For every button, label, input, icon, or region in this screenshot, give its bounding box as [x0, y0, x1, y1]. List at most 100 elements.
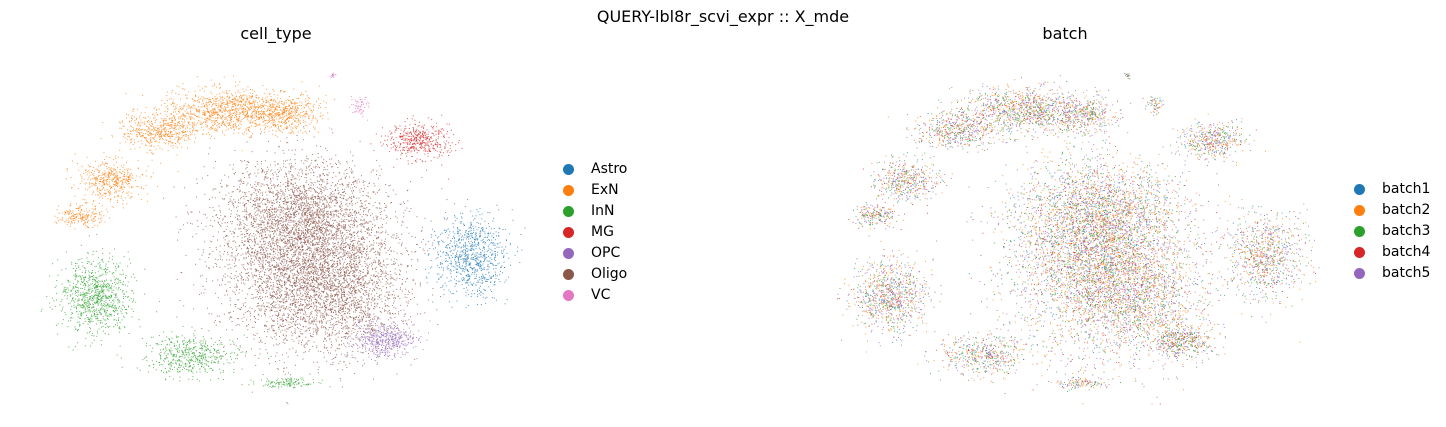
cell-point — [285, 308, 286, 310]
cell-point — [324, 250, 326, 252]
cell-point — [330, 253, 331, 255]
cell-point — [304, 291, 306, 293]
cell-point — [272, 243, 274, 245]
cell-point — [316, 145, 318, 147]
cell-point — [240, 274, 242, 276]
cell-point — [278, 288, 280, 290]
cell-point — [313, 276, 314, 278]
cell-point — [263, 179, 265, 181]
cell-point — [350, 250, 352, 252]
cell-point — [302, 333, 304, 335]
cell-point — [267, 184, 269, 186]
cell-point — [282, 217, 283, 219]
cell-point — [343, 292, 345, 293]
cell-point — [341, 184, 343, 186]
cell-point — [280, 285, 282, 287]
cell-point — [283, 326, 285, 328]
cell-point — [376, 281, 378, 282]
cell-point — [308, 220, 310, 222]
cell-point — [421, 226, 423, 228]
cell-point — [282, 220, 284, 222]
cell-point — [304, 233, 306, 235]
cell-point — [226, 329, 227, 331]
cell-point — [348, 184, 350, 186]
cell-point — [349, 278, 351, 280]
cell-point — [335, 288, 337, 290]
cell-point — [281, 268, 282, 270]
cell-point — [327, 265, 329, 267]
cell-point — [257, 184, 259, 186]
cell-point — [266, 262, 268, 263]
cell-point — [350, 340, 352, 342]
cell-point — [373, 259, 375, 261]
cell-point — [345, 242, 347, 243]
cell-point — [300, 191, 302, 192]
cell-point — [303, 298, 305, 300]
cell-point — [346, 184, 348, 186]
cell-point — [313, 294, 315, 296]
cell-point — [267, 281, 269, 283]
cell-point — [250, 224, 252, 226]
cell-point — [347, 256, 348, 258]
cell-point — [307, 208, 309, 209]
cell-point — [299, 198, 301, 200]
cell-point — [343, 304, 345, 306]
cell-point — [353, 258, 355, 260]
cell-point — [274, 161, 276, 163]
cell-point — [234, 260, 236, 262]
cell-point — [329, 273, 331, 275]
cell-point — [374, 302, 376, 304]
cell-point — [355, 262, 357, 264]
cell-point — [375, 262, 377, 264]
cell-point — [286, 367, 288, 369]
cell-point — [308, 189, 310, 191]
cell-point — [249, 239, 250, 241]
cell-point — [280, 246, 281, 248]
cell-point — [332, 262, 334, 264]
cell-point — [308, 236, 309, 238]
cell-point — [377, 231, 379, 233]
cell-point — [307, 266, 309, 267]
cell-point — [227, 294, 229, 296]
cell-point — [299, 283, 301, 285]
cell-point — [248, 174, 250, 176]
cell-point — [277, 219, 279, 221]
cell-point — [334, 214, 336, 216]
cell-point — [246, 229, 248, 231]
cell-point — [305, 181, 307, 183]
cell-point — [247, 275, 249, 276]
cell-point — [287, 221, 289, 223]
cell-point — [321, 192, 323, 194]
cell-point — [356, 201, 358, 203]
cell-point — [252, 285, 254, 287]
cell-point — [271, 298, 273, 300]
cell-point — [311, 204, 313, 206]
cell-point — [344, 338, 346, 339]
cell-point — [264, 210, 266, 212]
cell-point — [313, 267, 315, 268]
cell-point — [336, 225, 338, 227]
cell-point — [246, 336, 248, 338]
cell-point — [335, 227, 337, 229]
cell-point — [335, 321, 337, 323]
cell-point — [242, 191, 244, 193]
cell-point — [356, 226, 358, 228]
cell-point — [316, 317, 318, 319]
cell-point — [328, 352, 330, 354]
cell-point — [320, 227, 322, 228]
cell-point — [298, 294, 300, 296]
cell-point — [326, 183, 328, 185]
cell-point — [290, 296, 292, 298]
cell-point — [280, 195, 282, 197]
cell-point — [328, 216, 329, 218]
cell-point — [266, 230, 268, 232]
cell-point — [294, 250, 296, 252]
cell-point — [300, 210, 302, 212]
cell-point — [229, 281, 231, 283]
cell-point — [263, 252, 265, 254]
cell-point — [354, 210, 356, 212]
cell-point — [276, 352, 278, 354]
cell-point — [247, 268, 248, 270]
cell-point — [283, 314, 285, 316]
cell-point — [259, 295, 261, 297]
